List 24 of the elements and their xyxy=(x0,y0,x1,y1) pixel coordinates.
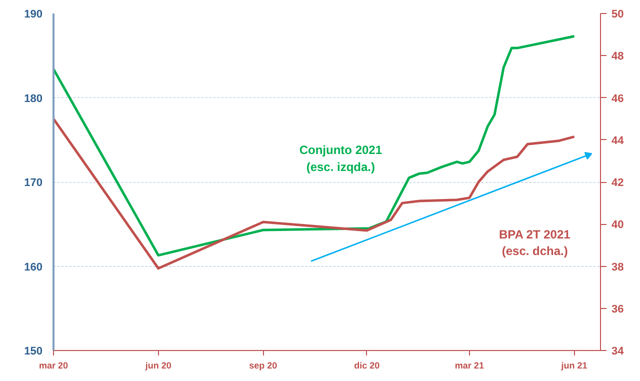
y-tick-label: 160 xyxy=(24,261,43,274)
y2-tick-label: 50 xyxy=(612,8,624,20)
y2-tick-label: 40 xyxy=(612,219,624,232)
y-tick-label: 190 xyxy=(24,8,43,20)
y2-tick-label: 44 xyxy=(612,134,625,147)
line-series xyxy=(54,35,576,257)
y2-tick-label: 42 xyxy=(612,177,624,189)
line-series xyxy=(54,118,576,270)
x-tick-label: jun 21 xyxy=(560,360,588,370)
y2-tick-label: 46 xyxy=(612,92,624,105)
x-tick-label: jun 20 xyxy=(144,360,172,370)
x-tick-label: mar 21 xyxy=(454,360,484,370)
x-tick-label: mar 20 xyxy=(38,360,68,370)
y-tick-label: 150 xyxy=(24,346,43,358)
y-tick-label: 170 xyxy=(24,177,43,189)
y2-tick-label: 34 xyxy=(612,346,625,358)
y2-tick-label: 36 xyxy=(612,303,624,316)
y2-tick-label: 48 xyxy=(612,50,624,63)
x-tick-label: sep 20 xyxy=(249,360,278,370)
text: BPA 2T 2021 (esc. dcha.) xyxy=(498,227,571,258)
x-tick-label: dic 20 xyxy=(354,360,380,370)
y-tick-label: 180 xyxy=(24,92,43,105)
text: Conjunto 2021 (esc. izqda.) xyxy=(299,143,382,174)
y2-tick-label: 38 xyxy=(612,261,624,274)
